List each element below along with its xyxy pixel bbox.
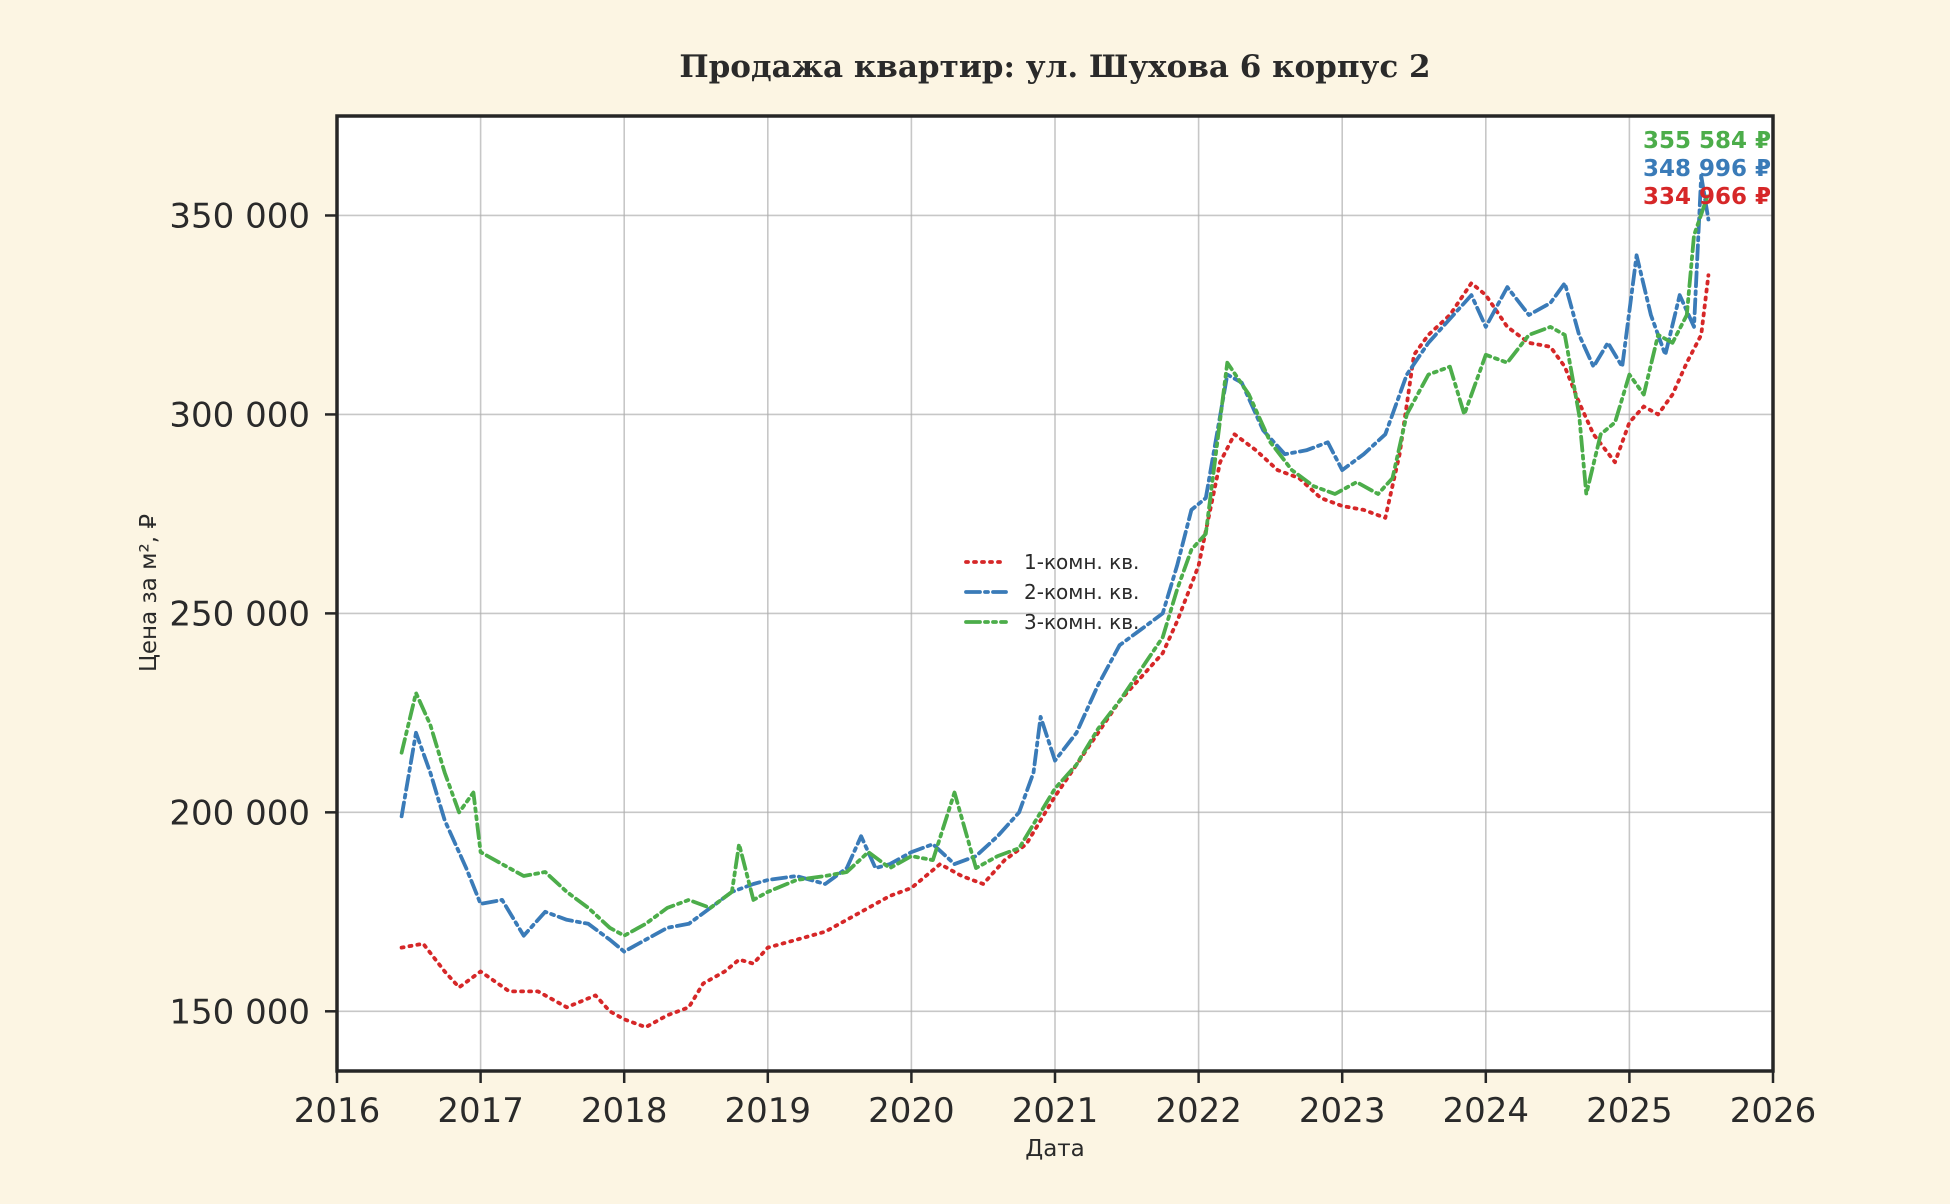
y-tick-label: 200 000: [169, 793, 310, 833]
legend-label: 2-комн. кв.: [1024, 580, 1139, 604]
legend-label: 1-комн. кв.: [1024, 550, 1139, 574]
chart-title: Продажа квартир: ул. Шухова 6 корпус 2: [679, 49, 1430, 85]
y-tick-label: 250 000: [169, 594, 310, 634]
y-tick-label: 350 000: [169, 196, 310, 236]
end-value-label: 334 966 ₽: [1643, 184, 1771, 210]
x-tick-label: 2024: [1443, 1091, 1530, 1131]
x-tick-label: 2019: [725, 1091, 812, 1131]
axis-ticks: 2016 2017 2018 2019 2020 2021 2022 2023 2024 2025…: [169, 196, 1816, 1131]
x-tick-label: 2021: [1012, 1091, 1099, 1131]
x-tick-label: 2025: [1586, 1091, 1673, 1131]
y-tick-label: 150 000: [169, 992, 310, 1032]
series-line: [399, 191, 1711, 938]
series-line: [399, 173, 1711, 954]
y-axis-label: Цена за м², ₽: [136, 514, 162, 672]
end-labels: 355 584 ₽348 996 ₽334 966 ₽: [1643, 128, 1771, 210]
x-tick-label: 2018: [581, 1091, 668, 1131]
x-axis-label: Дата: [1025, 1136, 1085, 1162]
legend-label: 3-комн. кв.: [1024, 610, 1139, 634]
series-line: [399, 273, 1711, 1030]
x-tick-label: 2026: [1730, 1091, 1817, 1131]
end-value-label: 348 996 ₽: [1643, 156, 1771, 182]
x-tick-label: 2020: [868, 1091, 955, 1131]
x-tick-label: 2023: [1299, 1091, 1386, 1131]
legend: 1-комн. кв. 2-комн. кв. 3-комн. кв.: [964, 550, 1139, 634]
y-tick-label: 300 000: [169, 395, 310, 435]
end-value-label: 355 584 ₽: [1643, 128, 1771, 154]
x-tick-label: 2017: [437, 1091, 524, 1131]
x-tick-label: 2022: [1155, 1091, 1242, 1131]
series-layer: [399, 173, 1711, 1030]
x-tick-label: 2016: [294, 1091, 381, 1131]
